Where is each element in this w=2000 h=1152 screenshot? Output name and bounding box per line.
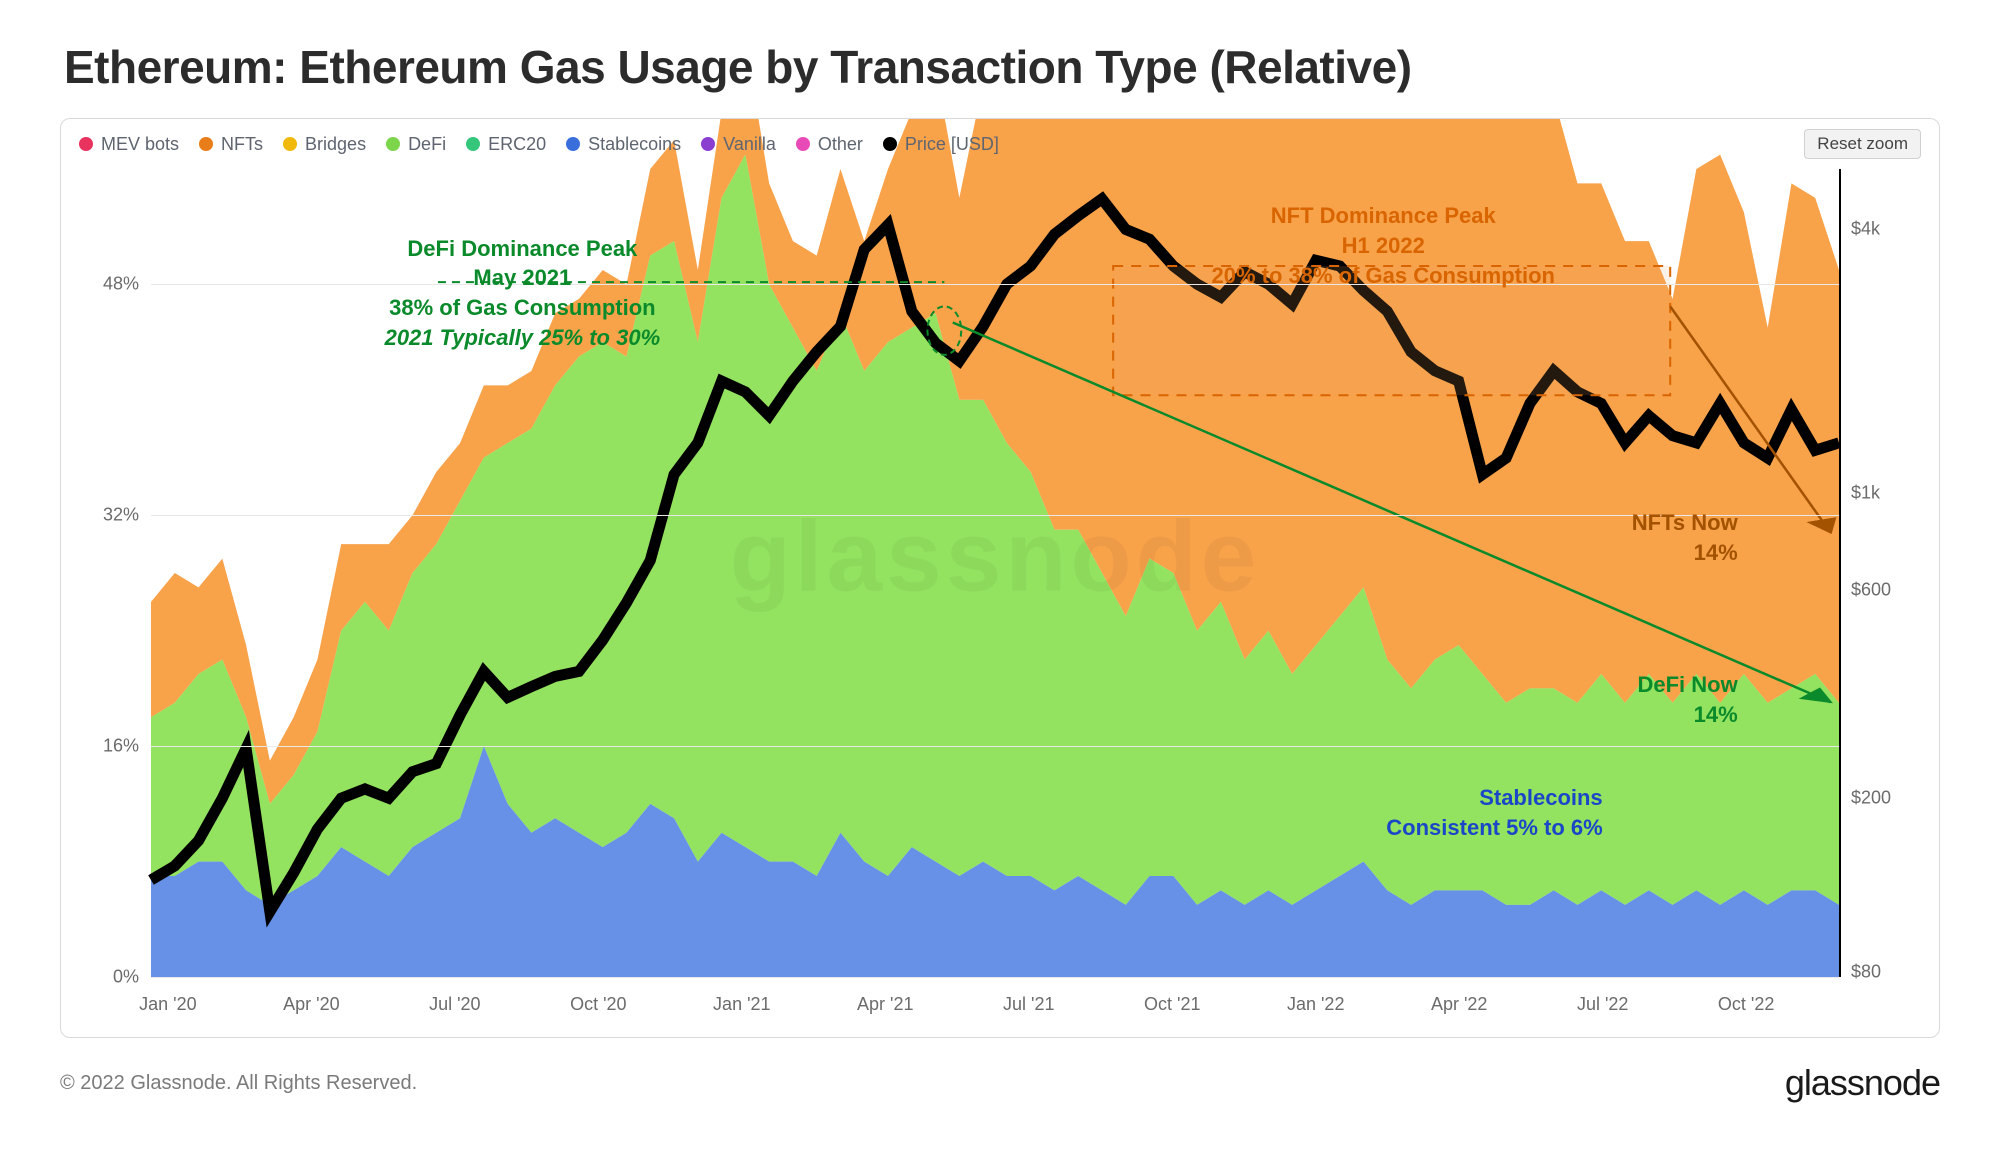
x-tick: Apr '22 — [1431, 994, 1487, 1015]
legend-dot — [466, 137, 480, 151]
gridline — [151, 977, 1839, 978]
legend-dot — [701, 137, 715, 151]
y2-tick: $1k — [1851, 482, 1921, 503]
legend-label: Other — [818, 134, 863, 155]
legend-item[interactable]: MEV bots — [79, 134, 179, 155]
legend: MEV bots NFTs Bridges DeFi ERC20 Stablecoins V… — [61, 119, 1939, 169]
x-tick: Apr '20 — [283, 994, 339, 1015]
brand-logo: glassnode — [1785, 1062, 1940, 1104]
legend-label: Price [USD] — [905, 134, 999, 155]
legend-item[interactable]: Bridges — [283, 134, 366, 155]
legend-label: ERC20 — [488, 134, 546, 155]
annotation-nft-peak: NFT Dominance PeakH1 202220% to 38% of G… — [1211, 201, 1555, 290]
right-axis-line — [1839, 169, 1841, 977]
x-tick: Jul '20 — [429, 994, 480, 1015]
legend-dot — [79, 137, 93, 151]
y2-tick: $600 — [1851, 579, 1921, 600]
gridline — [151, 515, 1839, 516]
x-tick: Jan '20 — [139, 994, 196, 1015]
x-tick: Apr '21 — [857, 994, 913, 1015]
legend-dot — [796, 137, 810, 151]
legend-label: Stablecoins — [588, 134, 681, 155]
chart-frame: Ethereum: Ethereum Gas Usage by Transact… — [0, 0, 2000, 1152]
legend-dot — [199, 137, 213, 151]
legend-item[interactable]: DeFi — [386, 134, 446, 155]
x-tick: Oct '22 — [1718, 994, 1774, 1015]
plot-area: glassnode 0%16%32%48%$80$200$600$1k$4kJa… — [151, 169, 1839, 977]
x-tick: Oct '20 — [570, 994, 626, 1015]
y-tick: 48% — [79, 274, 139, 295]
legend-dot — [883, 137, 897, 151]
legend-item[interactable]: Other — [796, 134, 863, 155]
copyright: © 2022 Glassnode. All Rights Reserved. — [60, 1072, 417, 1095]
annotation-defi-now: DeFi Now14% — [1637, 670, 1737, 729]
y2-tick: $200 — [1851, 788, 1921, 809]
legend-label: DeFi — [408, 134, 446, 155]
y-tick: 32% — [79, 505, 139, 526]
y2-tick: $4k — [1851, 219, 1921, 240]
legend-label: Vanilla — [723, 134, 776, 155]
footer: © 2022 Glassnode. All Rights Reserved. g… — [60, 1062, 1940, 1104]
gridline — [151, 746, 1839, 747]
reset-zoom-button[interactable]: Reset zoom — [1804, 129, 1921, 159]
legend-item[interactable]: Stablecoins — [566, 134, 681, 155]
legend-label: Bridges — [305, 134, 366, 155]
y2-tick: $80 — [1851, 962, 1921, 983]
page-title: Ethereum: Ethereum Gas Usage by Transact… — [64, 40, 1940, 94]
legend-dot — [566, 137, 580, 151]
x-tick: Oct '21 — [1144, 994, 1200, 1015]
legend-item[interactable]: ERC20 — [466, 134, 546, 155]
y-tick: 0% — [79, 967, 139, 988]
defi-peak-marker — [927, 306, 961, 354]
annotation-nfts-now: NFTs Now14% — [1632, 508, 1738, 567]
chart-card: MEV bots NFTs Bridges DeFi ERC20 Stablecoins V… — [60, 118, 1940, 1038]
annotation-defi-peak: DeFi Dominance PeakMay 202138% of Gas Co… — [385, 234, 661, 353]
y-tick: 16% — [79, 736, 139, 757]
legend-label: NFTs — [221, 134, 263, 155]
x-tick: Jul '22 — [1577, 994, 1628, 1015]
legend-item[interactable]: Vanilla — [701, 134, 776, 155]
annotation-stablecoins: StablecoinsConsistent 5% to 6% — [1386, 783, 1602, 842]
legend-item[interactable]: NFTs — [199, 134, 263, 155]
legend-dot — [386, 137, 400, 151]
legend-item[interactable]: Price [USD] — [883, 134, 999, 155]
legend-label: MEV bots — [101, 134, 179, 155]
nft-trend-arrow — [1670, 306, 1830, 532]
legend-dot — [283, 137, 297, 151]
x-tick: Jan '21 — [713, 994, 770, 1015]
x-tick: Jul '21 — [1003, 994, 1054, 1015]
x-tick: Jan '22 — [1287, 994, 1344, 1015]
